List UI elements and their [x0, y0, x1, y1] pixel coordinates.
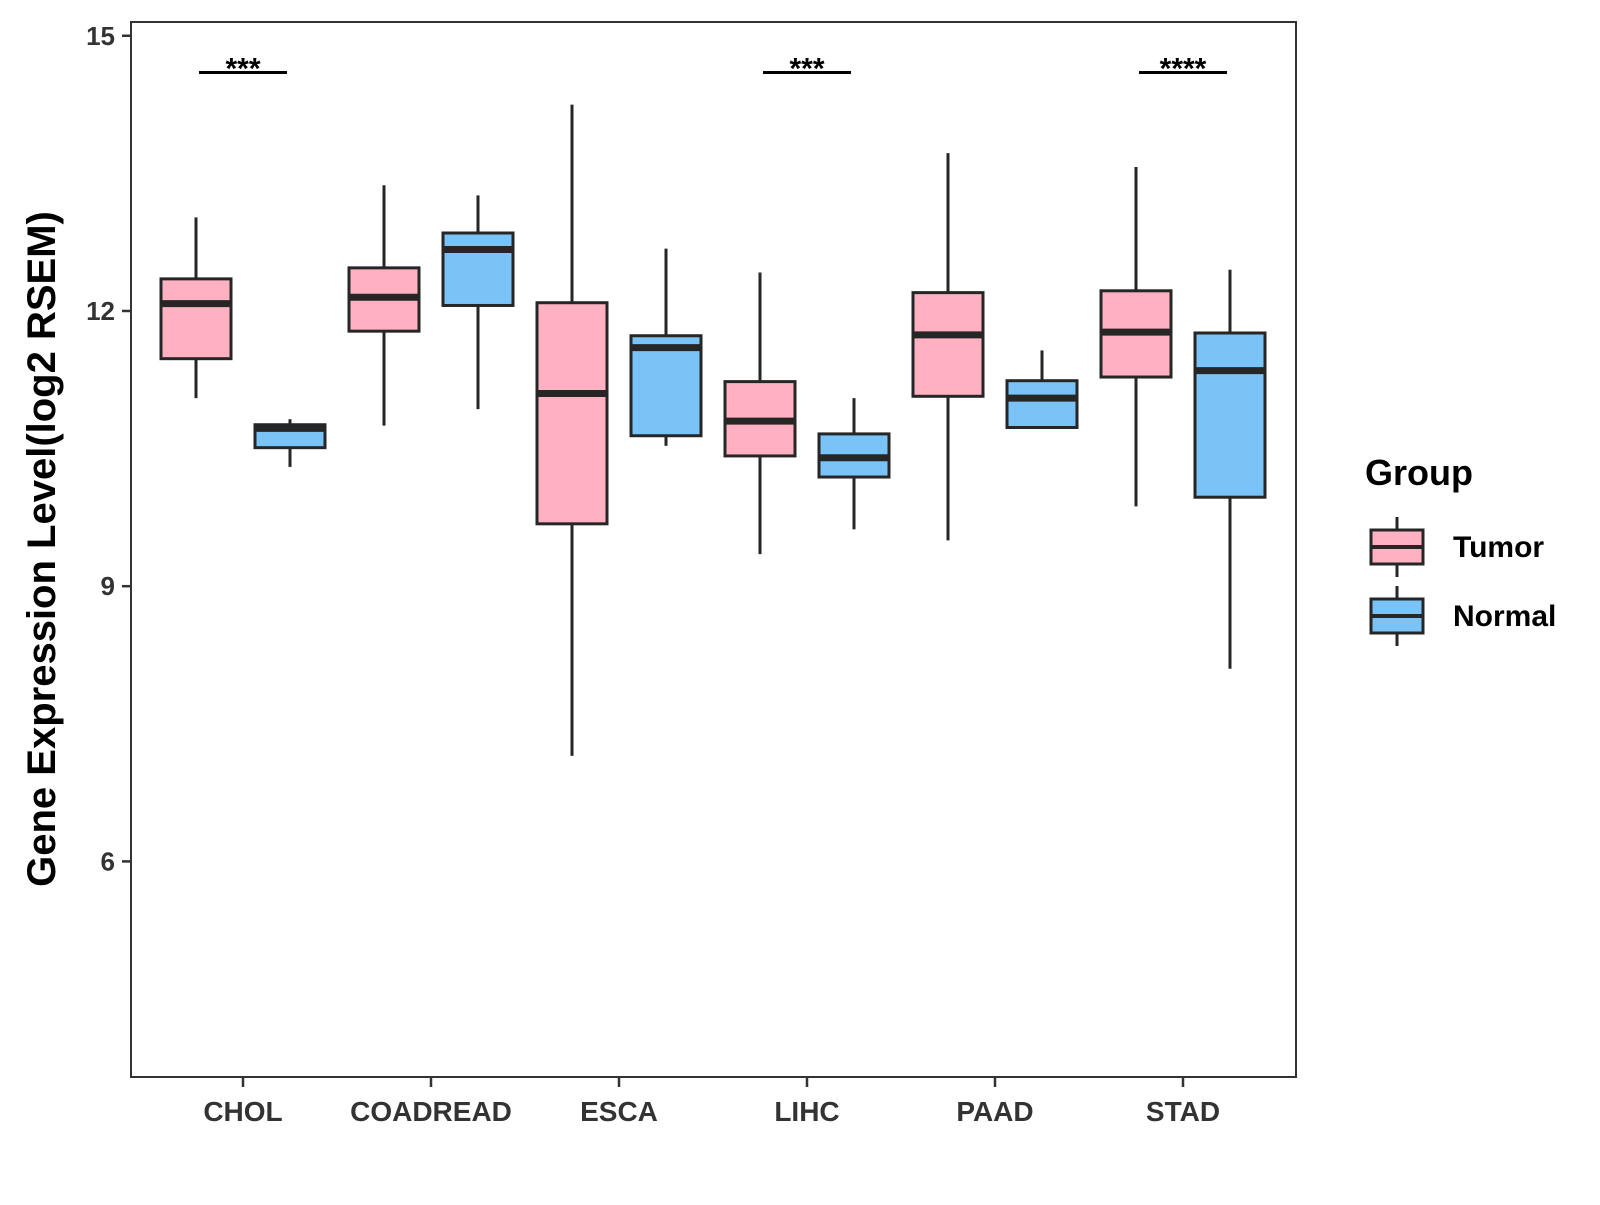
y-tick-label: 9 [101, 571, 115, 601]
x-tick-label: PAAD [956, 1096, 1033, 1127]
box-body [441, 231, 515, 307]
y-tick-label: 6 [101, 846, 115, 876]
significance-label: *** [789, 52, 824, 85]
y-axis-title: Gene Expression Level(log2 RSEM) [20, 211, 64, 887]
x-tick-label: ESCA [580, 1096, 658, 1127]
box-normal-stad [1193, 269, 1267, 669]
significance-chol: *** [199, 52, 287, 85]
legend-item-normal: Normal [1369, 586, 1556, 646]
x-tick-label: CHOL [203, 1096, 282, 1127]
box-normal-chol [253, 419, 327, 467]
box-tumor-lihc [723, 272, 797, 555]
y-tick-label: 12 [86, 296, 115, 326]
x-tick-label: STAD [1146, 1096, 1220, 1127]
legend: Group Tumor Normal [1365, 452, 1556, 646]
box-body [911, 291, 985, 398]
x-axis: CHOL COADREAD ESCA LIHC PAAD STAD [203, 1077, 1220, 1127]
box-body [535, 301, 609, 526]
box-body [1193, 331, 1267, 499]
box-body [159, 277, 233, 361]
box-normal-paad [1005, 350, 1079, 429]
box-tumor-stad [1099, 166, 1173, 507]
box-body [1005, 379, 1079, 429]
box-tumor-esca [535, 104, 609, 756]
box-normal-lihc [817, 398, 891, 530]
y-axis: 6 9 12 15 [86, 21, 131, 876]
x-tick-label: COADREAD [350, 1096, 512, 1127]
box-group [159, 104, 1267, 756]
legend-label: Normal [1453, 600, 1556, 633]
legend-label: Tumor [1453, 531, 1544, 564]
box-normal-esca [629, 248, 703, 446]
y-tick-label: 15 [86, 21, 115, 51]
significance-label: *** [225, 52, 260, 85]
significance-stad: **** [1139, 52, 1227, 85]
plot-panel [130, 21, 1297, 1078]
box-tumor-chol [159, 217, 233, 399]
box-tumor-paad [911, 153, 985, 541]
significance-label: **** [1160, 52, 1207, 85]
legend-title: Group [1365, 452, 1473, 493]
legend-item-tumor: Tumor [1369, 517, 1544, 577]
box-tumor-coadread [347, 185, 421, 426]
box-normal-coadread [441, 195, 515, 410]
significance-lihc: *** [763, 52, 851, 85]
significance-group: *** *** **** [199, 52, 1227, 85]
x-tick-label: LIHC [774, 1096, 839, 1127]
box-body [629, 334, 703, 438]
